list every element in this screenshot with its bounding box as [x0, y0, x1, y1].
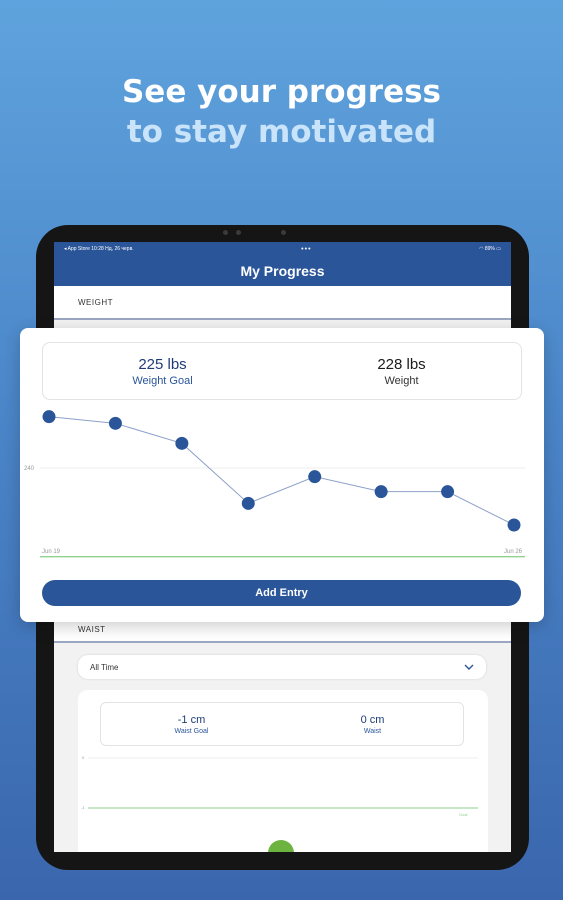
weight-card: 225 lbs Weight Goal 228 lbs Weight 240 Ju…	[20, 328, 544, 622]
data-point	[42, 410, 56, 424]
weight-series-line	[48, 416, 515, 526]
camera-dot	[236, 230, 241, 235]
page-title: My Progress	[240, 263, 325, 279]
waist-current-label: Waist	[363, 727, 382, 735]
status-right: ◠ 89% ▭	[479, 246, 501, 252]
waist-chart	[88, 757, 478, 809]
waist-y-tick-bottom: -1	[81, 805, 85, 810]
weight-goal-value: 225 lbs	[138, 355, 187, 373]
status-bar: ◂ App Store 10:28 Нд, 26 черв. ••• ◠ 89%…	[54, 242, 511, 256]
camera-dot	[281, 230, 286, 235]
data-point	[308, 470, 322, 484]
waist-add-fab[interactable]	[268, 840, 294, 852]
waist-section-label: WAIST	[78, 624, 106, 634]
waist-current-value: 0 cm	[360, 713, 385, 726]
waist-goal-value: -1 cm	[177, 713, 206, 726]
weight-current-label: Weight	[384, 374, 419, 387]
waist-card: -1 cm Waist Goal 0 cm Waist 0 -1 Goal	[78, 690, 488, 852]
range-select[interactable]: All Time	[78, 655, 486, 679]
data-point	[507, 518, 521, 532]
waist-y-tick-top: 0	[82, 755, 85, 760]
multitask-dots[interactable]: •••	[301, 245, 312, 253]
add-entry-button[interactable]: Add Entry	[42, 580, 521, 606]
waist-goal-stat: -1 cm Waist Goal	[101, 703, 282, 745]
waist-current-stat: 0 cm Waist	[282, 703, 463, 745]
battery-icon: ▭	[496, 246, 501, 252]
weight-section-header[interactable]: WEIGHT	[54, 286, 511, 320]
nav-bar: My Progress	[54, 256, 511, 286]
data-point	[175, 436, 189, 450]
weight-current-value: 228 lbs	[377, 355, 426, 373]
data-point	[108, 416, 122, 430]
waist-goal-label-text: Goal	[459, 812, 468, 817]
weight-section-label: WEIGHT	[78, 297, 113, 307]
range-select-value: All Time	[90, 662, 119, 672]
headline-line-2: to stay motivated	[126, 114, 437, 150]
wifi-icon: ◠	[479, 246, 484, 252]
weight-chart: 240 Jun 19 Jun 26	[24, 410, 525, 558]
headline-line-1: See your progress	[121, 74, 441, 110]
weight-goal-stat: 225 lbs Weight Goal	[43, 343, 282, 399]
data-point	[374, 485, 388, 499]
data-point	[441, 485, 455, 499]
waist-goal-label: Waist Goal	[174, 727, 209, 735]
waist-stats-box: -1 cm Waist Goal 0 cm Waist	[100, 702, 464, 746]
battery-percent: 89%	[484, 246, 495, 252]
weight-goal-label: Weight Goal	[132, 374, 193, 387]
x-tick-label: Jun 26	[504, 549, 523, 555]
weight-stats-box: 225 lbs Weight Goal 228 lbs Weight	[42, 342, 522, 400]
x-tick-label: Jun 19	[42, 549, 61, 555]
chevron-down-icon	[464, 664, 474, 670]
data-point	[241, 496, 255, 510]
weight-current-stat: 228 lbs Weight	[282, 343, 521, 399]
camera-dot	[223, 230, 228, 235]
y-tick-label: 240	[24, 466, 35, 472]
status-left: ◂ App Store 10:28 Нд, 26 черв.	[64, 246, 134, 252]
